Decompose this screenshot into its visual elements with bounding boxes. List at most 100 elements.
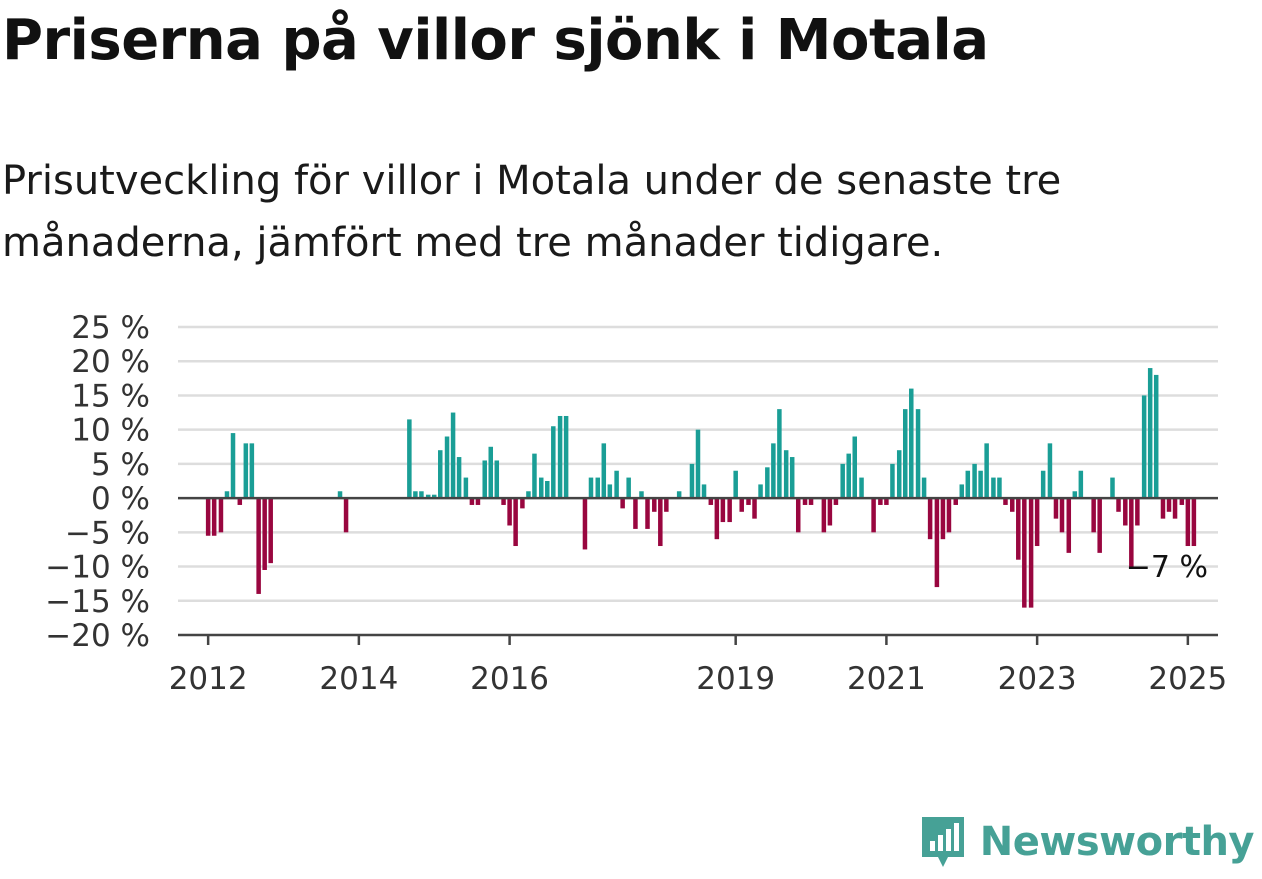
bar — [771, 443, 776, 499]
bar — [1172, 498, 1178, 519]
bar — [1147, 368, 1153, 499]
bar — [482, 460, 487, 499]
bar — [1053, 498, 1059, 519]
bar — [1123, 498, 1128, 526]
bar — [639, 491, 644, 499]
bar — [871, 498, 876, 533]
bar — [475, 498, 481, 505]
bar — [614, 470, 619, 499]
bar — [1078, 470, 1084, 499]
bar — [620, 498, 625, 509]
bar — [652, 498, 657, 512]
bar — [243, 443, 249, 499]
bar — [1160, 498, 1166, 519]
y-tick-label: 0 % — [91, 481, 150, 517]
bar — [507, 498, 512, 526]
bar — [513, 498, 518, 547]
bar — [902, 409, 908, 499]
x-tick-label: 2021 — [847, 661, 926, 697]
bar — [940, 498, 946, 540]
y-tick-label: 5 % — [91, 447, 150, 483]
bar — [909, 388, 914, 499]
bar — [413, 491, 418, 499]
bar — [852, 436, 858, 499]
y-tick-label: 25 % — [71, 310, 150, 346]
bar — [249, 443, 255, 499]
bar — [237, 498, 243, 505]
bar — [1022, 498, 1027, 608]
y-tick-label: −15 % — [45, 584, 150, 620]
bar — [789, 457, 795, 499]
bar — [984, 443, 989, 499]
y-tick-label: 15 % — [71, 378, 150, 414]
y-tick-label: 10 % — [71, 413, 150, 449]
bar — [626, 477, 631, 499]
bar — [821, 498, 827, 533]
bar — [1129, 498, 1134, 567]
bar — [978, 470, 983, 499]
bar — [746, 498, 751, 505]
newsworthy-chart-icon — [921, 817, 964, 867]
bar — [846, 453, 851, 499]
brand-name: Newsworthy — [979, 819, 1255, 865]
bar — [927, 498, 933, 540]
bar — [884, 498, 889, 505]
bar — [915, 409, 921, 499]
bar — [1153, 374, 1159, 499]
bar — [431, 494, 437, 499]
y-axis-ticks: 25 %20 %15 %10 %5 %0 %−5 %−10 %−15 %−20 … — [45, 310, 150, 654]
bar — [218, 498, 224, 533]
bar — [664, 498, 669, 512]
bar — [419, 491, 424, 499]
bar — [444, 436, 450, 499]
bar — [520, 498, 525, 509]
bar — [959, 484, 965, 499]
bar — [890, 463, 895, 499]
bar — [211, 498, 217, 536]
bar — [1059, 498, 1065, 533]
bar — [607, 484, 613, 499]
bar — [720, 498, 726, 523]
bar — [1185, 498, 1191, 547]
bar — [230, 433, 236, 499]
bar — [501, 498, 506, 505]
bar — [934, 498, 940, 588]
x-tick-label: 2016 — [470, 661, 549, 697]
bar — [595, 477, 601, 499]
bar — [1179, 498, 1185, 505]
y-tick-label: −5 % — [65, 515, 150, 551]
bar — [1016, 498, 1021, 560]
bar — [463, 477, 469, 499]
bar — [538, 477, 544, 499]
bar — [658, 498, 663, 547]
y-tick-label: −20 % — [45, 618, 150, 654]
bar — [551, 426, 556, 499]
bar — [601, 443, 607, 499]
bar — [802, 498, 808, 505]
bar — [808, 498, 814, 505]
newsworthy-logo: Newsworthy — [918, 813, 1255, 871]
bar — [1034, 498, 1040, 547]
bar — [758, 484, 763, 499]
x-tick-label: 2019 — [696, 661, 775, 697]
bar — [1191, 498, 1197, 547]
bar — [1097, 498, 1102, 553]
bar — [676, 491, 682, 499]
bar — [1110, 477, 1115, 499]
bar — [557, 415, 563, 499]
y-tick-label: 20 % — [71, 344, 150, 380]
bar — [526, 491, 531, 499]
latest-value-label: −7 % — [1126, 550, 1208, 585]
bar — [795, 498, 801, 533]
y-tick-label: −10 % — [45, 550, 150, 586]
bar — [896, 450, 902, 499]
bar — [425, 494, 431, 499]
bar — [689, 463, 695, 499]
bar — [840, 463, 845, 499]
bar — [777, 409, 782, 499]
bar — [921, 477, 927, 499]
bar — [224, 491, 230, 499]
bar — [752, 498, 757, 519]
bar — [965, 470, 971, 499]
x-tick-label: 2023 — [998, 661, 1077, 697]
